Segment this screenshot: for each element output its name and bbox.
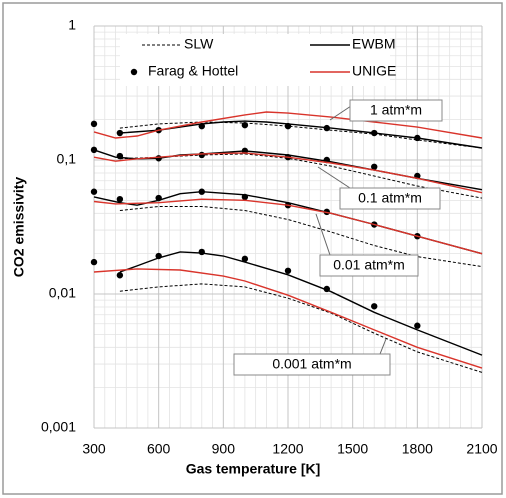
- annotation-label: 0.1 atm*m: [358, 190, 422, 206]
- data-point: [198, 248, 205, 256]
- data-point: [116, 195, 124, 203]
- annotation-box: [233, 353, 391, 376]
- series-line: [119, 251, 483, 356]
- annotation-label: 1 atm*m: [370, 102, 422, 118]
- legend-label: SLW: [184, 36, 214, 52]
- x-tick-label: 1800: [402, 441, 433, 457]
- legend-marker: [130, 68, 138, 76]
- legend-label: EWBM: [352, 36, 396, 52]
- series-line: [93, 111, 483, 139]
- data-point: [241, 255, 249, 263]
- y-tick-label: 0,1: [57, 151, 77, 167]
- data-point: [90, 146, 98, 154]
- leader-line: [315, 213, 331, 256]
- legend-box: [120, 34, 390, 86]
- data-point: [414, 322, 421, 329]
- x-tick-label: 300: [82, 441, 106, 457]
- data-point: [198, 151, 205, 159]
- legend-label: Farag & Hottel: [148, 63, 238, 79]
- annotation-box: [339, 187, 441, 210]
- data-point: [371, 163, 378, 170]
- x-tick-label: 1500: [337, 441, 368, 457]
- y-tick-label: 1: [68, 17, 76, 33]
- annotation-box: [319, 254, 419, 277]
- data-point: [116, 129, 124, 137]
- legend-label: UNIGE: [352, 63, 396, 79]
- series-line: [93, 268, 483, 369]
- leader-line: [317, 166, 351, 189]
- y-axis-title: CO2 emissivity: [11, 177, 27, 278]
- series-line: [93, 152, 483, 194]
- series-line: [119, 120, 483, 149]
- data-point: [371, 303, 378, 310]
- y-tick-label: 0,01: [49, 285, 76, 301]
- data-point: [284, 267, 292, 274]
- series-line: [119, 153, 483, 199]
- series-line: [119, 283, 483, 373]
- annotation-box: [349, 99, 443, 122]
- data-point: [90, 120, 98, 128]
- x-axis-title: Gas temperature [K]: [186, 461, 321, 477]
- leader-line: [379, 338, 387, 355]
- data-point: [90, 188, 98, 195]
- annotation-label: 0.001 atm*m: [272, 356, 351, 372]
- x-tick-label: 2100: [466, 441, 497, 457]
- data-point: [241, 121, 249, 129]
- data-point: [90, 258, 98, 266]
- annotation-label: 0.01 atm*m: [333, 257, 405, 273]
- series-line: [93, 198, 483, 255]
- data-point: [116, 272, 124, 279]
- x-tick-label: 600: [147, 441, 171, 457]
- y-tick-label: 0,001: [41, 419, 76, 435]
- x-tick-label: 900: [212, 441, 236, 457]
- x-tick-label: 1200: [272, 441, 303, 457]
